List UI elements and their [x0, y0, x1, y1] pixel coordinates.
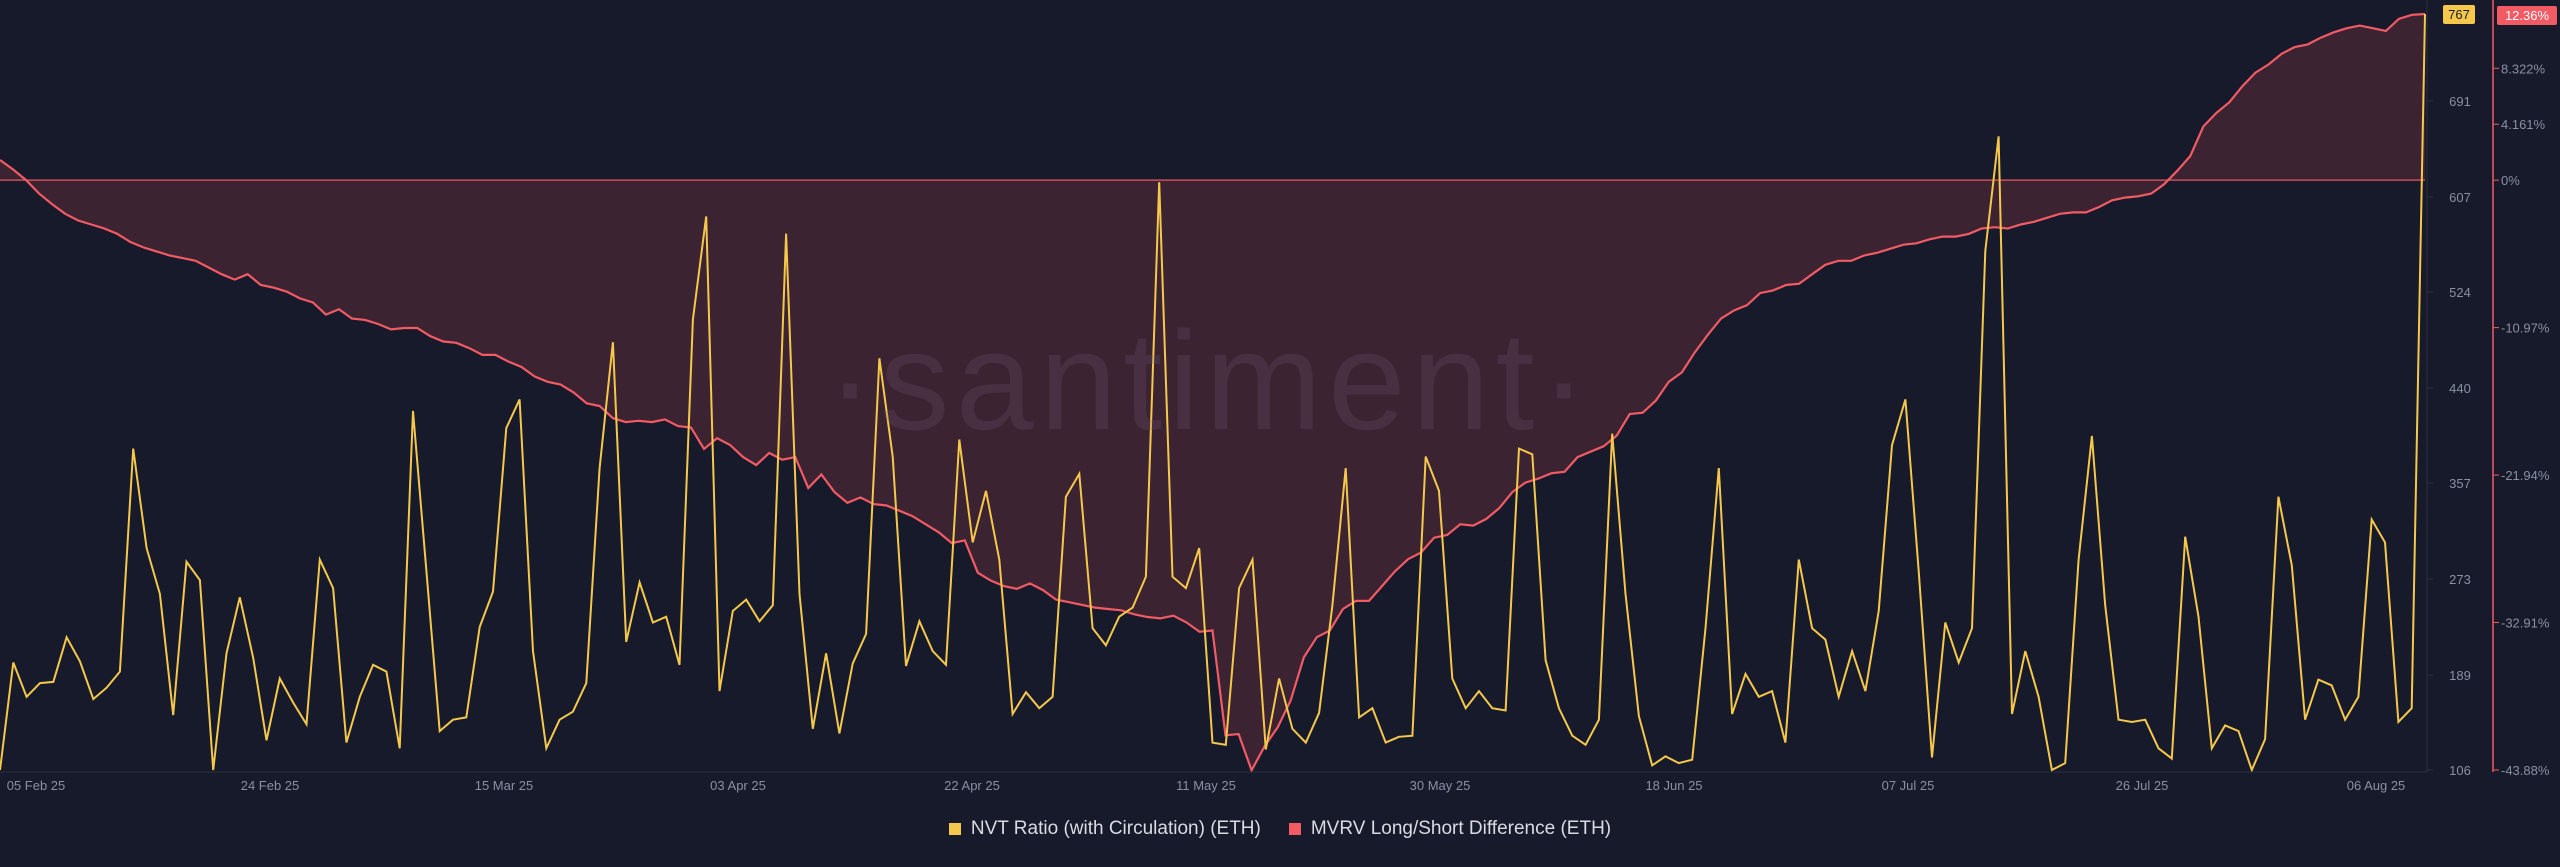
mvrv-tick-label: 4.161% [2501, 117, 2546, 132]
nvt-tick-label: 691 [2449, 94, 2471, 109]
x-tick-label: 26 Jul 25 [2116, 778, 2169, 793]
x-tick-label: 07 Jul 25 [1882, 778, 1935, 793]
mvrv-tick-label: 8.322% [2501, 61, 2546, 76]
chart-legend: NVT Ratio (with Circulation) (ETH) MVRV … [0, 818, 2560, 840]
mvrv-area-path [0, 14, 2425, 771]
mvrv-tick-label: -32.91% [2501, 616, 2550, 631]
mvrv-tick-label: -43.88% [2501, 763, 2550, 778]
x-tick-label: 24 Feb 25 [241, 778, 300, 793]
legend-item-mvrv[interactable]: MVRV Long/Short Difference (ETH) [1288, 818, 1612, 840]
x-axis-ticks: 05 Feb 25 24 Feb 25 15 Mar 25 03 Apr 25 22 A… [7, 778, 2406, 793]
nvt-tick-label: 607 [2449, 190, 2471, 205]
x-tick-label: 22 Apr 25 [944, 778, 1000, 793]
x-tick-label: 18 Jun 25 [1645, 778, 1702, 793]
legend-label-nvt: NVT Ratio (with Circulation) (ETH) [970, 818, 1261, 839]
x-tick-label: 15 Mar 25 [475, 778, 534, 793]
legend-label-mvrv: MVRV Long/Short Difference (ETH) [1310, 818, 1612, 839]
mvrv-area-fill [0, 14, 2425, 771]
x-tick-label: 03 Apr 25 [710, 778, 766, 793]
x-tick-label: 06 Aug 25 [2347, 778, 2406, 793]
mvrv-series-line [0, 12, 2426, 773]
nvt-last-value-badge [2443, 5, 2475, 24]
mvrv-tick-label: 0% [2501, 173, 2520, 188]
mvrv-tick-label: -21.94% [2501, 468, 2550, 483]
nvt-last-value-text: 767 [2448, 7, 2470, 22]
legend-swatch-mvrv [1288, 823, 1301, 835]
legend-item-nvt[interactable]: NVT Ratio (with Circulation) (ETH) [948, 818, 1261, 840]
x-tick-label: 30 May 25 [1410, 778, 1471, 793]
legend-swatch-nvt [948, 823, 961, 835]
mvrv-last-value-text: 12.36% [2505, 8, 2550, 23]
nvt-tick-label: 189 [2449, 668, 2471, 683]
x-tick-label: 05 Feb 25 [7, 778, 66, 793]
nvt-tick-label: 273 [2449, 572, 2471, 587]
nvt-tick-label: 106 [2449, 763, 2471, 778]
mvrv-tick-label: -10.97% [2501, 321, 2550, 336]
nvt-tick-label: 524 [2449, 285, 2471, 300]
nvt-series-line [0, 13, 2426, 773]
last-value-badges: 767 12.36% [2443, 5, 2557, 25]
x-tick-label: 11 May 25 [1176, 778, 1236, 793]
nvt-tick-label: 440 [2449, 381, 2471, 396]
mvrv-axis-ticks: 8.322% 4.161% 0% -10.97% -21.94% -32.91% -43.8… [2493, 61, 2550, 778]
mvrv-last-value-badge [2497, 6, 2557, 25]
nvt-axis-ticks: 691 607 524 440 357 273 189 106 [2427, 94, 2471, 778]
nvt-tick-label: 357 [2449, 476, 2471, 491]
